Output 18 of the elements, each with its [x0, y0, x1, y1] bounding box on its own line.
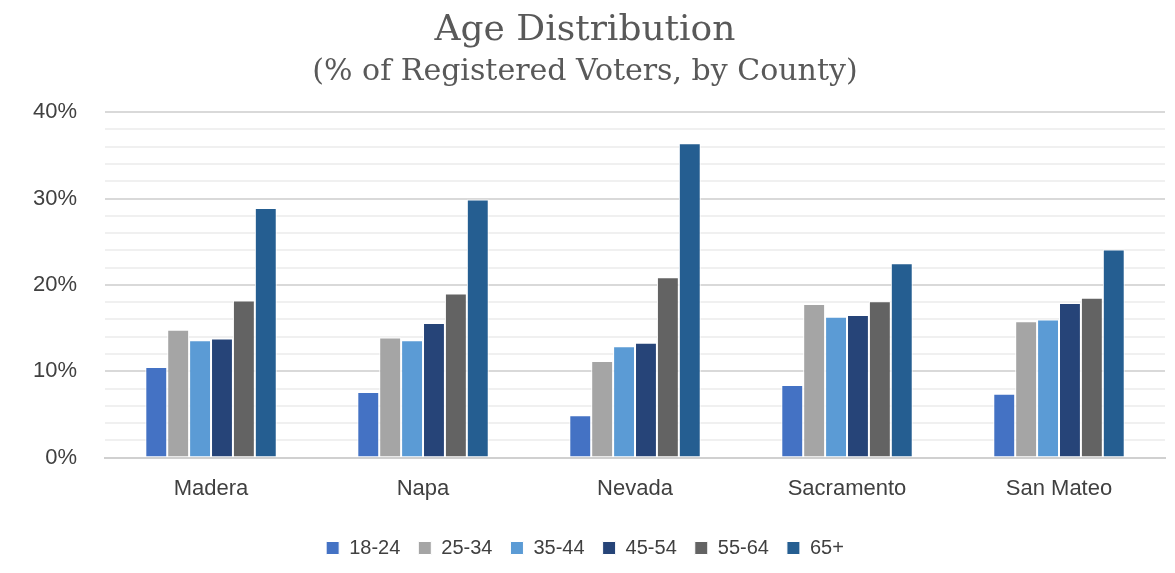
x-tick-label: Sacramento — [787, 474, 907, 500]
legend-label: 18-24 — [349, 535, 401, 558]
y-tick-label: 0% — [45, 443, 78, 469]
chart-title: Age Distribution — [433, 6, 736, 48]
y-tick-label: 20% — [32, 270, 78, 296]
chart-subtitle: (% of Registered Voters, by County) — [312, 52, 858, 87]
legend-label: 55-64 — [717, 535, 769, 558]
legend-label: 65+ — [809, 535, 844, 558]
legend-label: 25-34 — [441, 535, 493, 558]
x-tick-label: San Mateo — [1005, 474, 1113, 500]
y-tick-label: 30% — [32, 184, 78, 210]
y-tick-label: 40% — [32, 98, 78, 124]
legend-label: 45-54 — [625, 535, 677, 558]
x-tick-label: Nevada — [597, 474, 674, 500]
legend-label: 35-44 — [533, 535, 585, 558]
x-tick-label: Napa — [396, 474, 451, 500]
y-tick-label: 10% — [32, 357, 78, 383]
x-tick-label: Madera — [173, 474, 250, 500]
